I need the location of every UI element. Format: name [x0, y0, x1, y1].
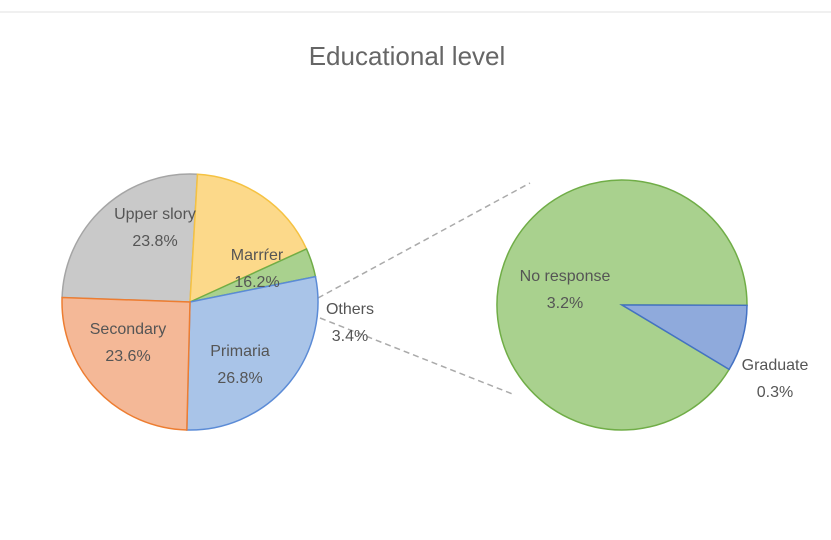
- slice-value-label: 26.8%: [217, 370, 262, 387]
- slice-label: Primaria: [210, 343, 270, 360]
- slice-label: No response: [520, 268, 611, 285]
- pie-slice: [619, 304, 748, 371]
- slice-value-label: 23.6%: [105, 348, 150, 365]
- slice-value-label: 0.3%: [757, 384, 793, 401]
- pie-slice: [186, 275, 319, 431]
- connector-line: [317, 182, 531, 299]
- slice-value-label: 3.4%: [332, 328, 368, 345]
- pie-slice: [61, 173, 199, 303]
- slice-label: Upper slory: [114, 206, 196, 223]
- connector-line: [319, 317, 516, 396]
- slice-label: Secondary: [90, 321, 167, 338]
- pie-slice: [189, 173, 308, 304]
- slice-value-label: 16.2%: [234, 274, 279, 291]
- slice-value-label: 23.8%: [132, 233, 177, 250]
- chart-title: Educational level: [309, 41, 506, 71]
- slice-label: Marrŕer: [231, 247, 284, 264]
- pie-slice: [61, 296, 191, 431]
- slice-label: Graduate: [742, 357, 809, 374]
- slice-label: Others: [326, 301, 374, 318]
- slice-value-label: 3.2%: [547, 295, 583, 312]
